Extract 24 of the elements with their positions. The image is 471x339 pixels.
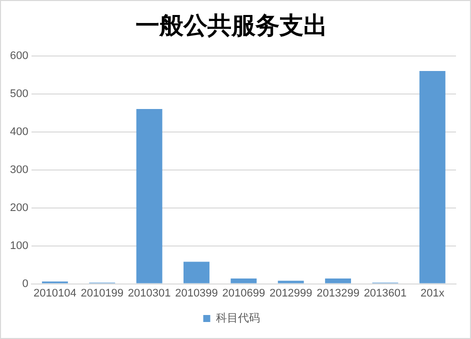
x-tick-label: 2012999: [269, 287, 312, 300]
chart-title: 一般公共服务支出: [136, 10, 328, 40]
y-tick-label: 300: [10, 164, 28, 176]
y-tick-label: 400: [10, 126, 28, 138]
bar: [230, 278, 257, 284]
legend-label: 科目代码: [216, 311, 260, 324]
y-tick-label: 600: [10, 50, 28, 62]
bar: [278, 280, 304, 284]
x-tick-label: 201x: [420, 287, 445, 300]
x-tick-label: 2013299: [316, 287, 360, 300]
x-tick-label: 2010104: [34, 287, 76, 300]
x-tick-label: 2010301: [128, 287, 171, 300]
bar: [184, 262, 210, 284]
y-tick-label: 0: [22, 278, 28, 290]
x-tick-label: 2010699: [222, 287, 266, 300]
bar: [419, 71, 446, 284]
y-tick-label: 100: [10, 240, 28, 252]
bar: [325, 278, 352, 284]
x-tick-label: 2013601: [364, 287, 407, 300]
x-tick-label: 2010399: [175, 287, 218, 300]
bar: [136, 109, 162, 284]
y-tick-label: 200: [10, 202, 28, 214]
x-tick-label: 2010199: [80, 287, 124, 300]
y-tick-label: 500: [10, 88, 28, 100]
